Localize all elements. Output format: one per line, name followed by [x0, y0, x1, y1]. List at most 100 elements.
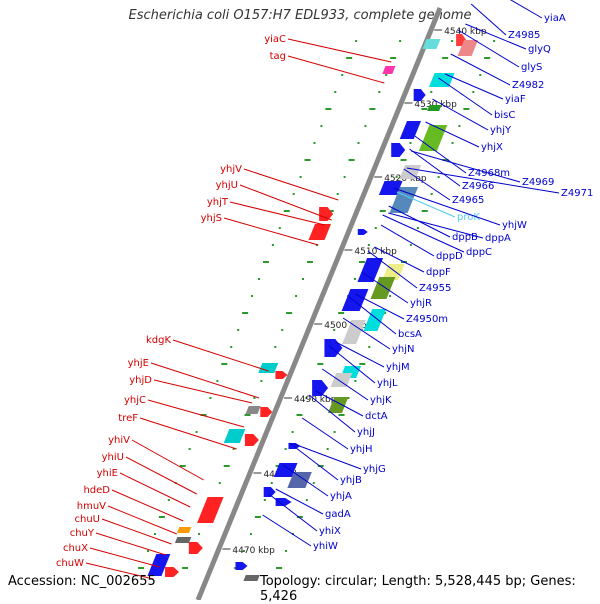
gene-label-tag[interactable]: tag [270, 51, 286, 62]
gene-arrow[interactable] [275, 498, 292, 506]
gene-label-dppA[interactable]: dppA [485, 233, 511, 244]
gene-label-dppB[interactable]: dppB [452, 232, 478, 243]
gene-arrow[interactable] [319, 207, 334, 221]
gene-glyph[interactable] [418, 125, 448, 151]
gene-label-glyQ[interactable]: glyQ [528, 44, 551, 55]
gene-label-yhjC[interactable]: yhjC [124, 395, 146, 406]
gene-label-hdeD[interactable]: hdeD [83, 485, 110, 496]
gene-glyph[interactable] [422, 39, 441, 49]
gene-arrow[interactable] [188, 542, 203, 554]
gene-label-yhjH[interactable]: yhjH [350, 444, 373, 455]
gene-label-Z4969[interactable]: Z4969 [522, 177, 554, 188]
gene-label-dctA[interactable]: dctA [365, 411, 388, 422]
gene-label-yhiU[interactable]: yhiU [102, 452, 124, 463]
gene-glyph[interactable] [245, 406, 261, 414]
gene-glyph[interactable] [427, 105, 442, 111]
gene-label-yhjR[interactable]: yhjR [410, 298, 432, 309]
gene-glyph[interactable] [399, 165, 422, 179]
gene-label-bcsA[interactable]: bcsA [398, 329, 422, 340]
gene-glyph[interactable] [382, 264, 405, 280]
gene-label-yhjS[interactable]: yhjS [201, 213, 222, 224]
gene-arrow[interactable] [312, 380, 329, 396]
gene-arrow[interactable] [263, 487, 276, 497]
gene-glyph[interactable] [341, 289, 369, 311]
gene-arrow[interactable] [413, 89, 426, 101]
gene-label-Z4955[interactable]: Z4955 [419, 283, 451, 294]
gene-label-yhjT[interactable]: yhjT [207, 197, 229, 208]
gene-label-yhjY[interactable]: yhjY [490, 125, 512, 136]
gene-label-Z4985[interactable]: Z4985 [508, 30, 540, 41]
gene-label-Z4966[interactable]: Z4966 [462, 181, 494, 192]
gene-label-yhiX[interactable]: yhiX [319, 526, 341, 537]
gene-arrow[interactable] [275, 371, 288, 379]
gene-label-yhjX[interactable]: yhjX [481, 142, 503, 153]
gene-glyph[interactable] [174, 537, 192, 543]
gene-label-yhjL[interactable]: yhjL [377, 378, 398, 389]
gene-label-yhjV[interactable]: yhjV [220, 164, 242, 175]
gene-label-dppD[interactable]: dppD [436, 251, 463, 262]
gene-label-Z4982[interactable]: Z4982 [512, 80, 544, 91]
gene-glyph[interactable] [197, 497, 224, 523]
gene-glyph[interactable] [308, 224, 331, 240]
gene-glyph[interactable] [342, 320, 366, 344]
gene-glyph[interactable] [399, 121, 422, 139]
gene-label-Z4950m[interactable]: Z4950m [406, 314, 448, 325]
gene-glyph[interactable] [176, 527, 192, 533]
gene-label-yhjB[interactable]: yhjB [340, 475, 362, 486]
gene-label-yhjG[interactable]: yhjG [363, 464, 386, 475]
gene-glyph[interactable] [223, 429, 246, 443]
gene-label-bisC[interactable]: bisC [494, 110, 515, 121]
gene-arrow[interactable] [244, 434, 259, 446]
tick-mark [338, 312, 345, 314]
gene-label-yhjW[interactable]: yhjW [502, 220, 527, 231]
gene-glyph[interactable] [357, 258, 384, 282]
gene-glyph[interactable] [382, 66, 396, 74]
gene-label-yhjA[interactable]: yhjA [330, 491, 352, 502]
gene-label-yhjE[interactable]: yhjE [128, 358, 149, 369]
gene-arrow[interactable] [235, 562, 248, 570]
gene-label-yiaA[interactable]: yiaA [544, 13, 566, 24]
gene-label-dppC[interactable]: dppC [466, 247, 492, 258]
gene-label-chuY[interactable]: chuY [70, 528, 95, 539]
gene-label-kdgK[interactable]: kdgK [146, 335, 171, 346]
gene-label-chuU[interactable]: chuU [75, 514, 101, 525]
gene-glyph[interactable] [243, 575, 260, 581]
gene-label-chuW[interactable]: chuW [56, 558, 84, 569]
gene-label-yhiE[interactable]: yhiE [97, 468, 118, 479]
gene-label-yhjU[interactable]: yhjU [216, 180, 238, 191]
gene-glyph[interactable] [370, 277, 396, 299]
leader-line [282, 464, 329, 497]
gene-glyph[interactable] [287, 472, 312, 488]
gene-glyph[interactable] [363, 309, 387, 331]
gene-glyph[interactable] [258, 363, 279, 373]
gene-arrow[interactable] [260, 407, 273, 417]
gene-label-Z4965[interactable]: Z4965 [452, 195, 484, 206]
gene-label-yhiV[interactable]: yhiV [108, 435, 130, 446]
gene-glyph[interactable] [147, 554, 171, 576]
gene-label-chuX[interactable]: chuX [63, 543, 88, 554]
gene-label-Z4971[interactable]: Z4971 [561, 188, 593, 199]
gene-glyph[interactable] [457, 40, 479, 56]
gene-label-gadA[interactable]: gadA [325, 509, 351, 520]
leader-line [509, 0, 543, 19]
gene-glyph[interactable] [330, 373, 353, 387]
gene-glyph[interactable] [273, 463, 298, 477]
gene-label-yhjJ[interactable]: yhjJ [357, 427, 375, 438]
gene-label-dppF[interactable]: dppF [426, 267, 451, 278]
gene-arrow[interactable] [391, 143, 406, 157]
gene-label-yhjD[interactable]: yhjD [129, 375, 152, 386]
gene-arrow[interactable] [165, 567, 180, 577]
gene-label-yhiW[interactable]: yhiW [313, 541, 338, 552]
gene-label-yhjN[interactable]: yhjN [392, 344, 415, 355]
gene-label-treF[interactable]: treF [118, 413, 138, 424]
gene-glyph[interactable] [378, 181, 403, 195]
gene-glyph[interactable] [327, 397, 349, 413]
gene-label-hmuV[interactable]: hmuV [77, 501, 106, 512]
gene-label-proK[interactable]: proK [457, 212, 480, 223]
gene-label-yhjK[interactable]: yhjK [370, 395, 392, 406]
gene-label-yiaF[interactable]: yiaF [505, 94, 526, 105]
gene-label-glyS[interactable]: glyS [521, 62, 542, 73]
gene-label-yiaC[interactable]: yiaC [264, 34, 286, 45]
gene-label-yhjM[interactable]: yhjM [386, 362, 410, 373]
gene-arrow[interactable] [357, 229, 368, 235]
